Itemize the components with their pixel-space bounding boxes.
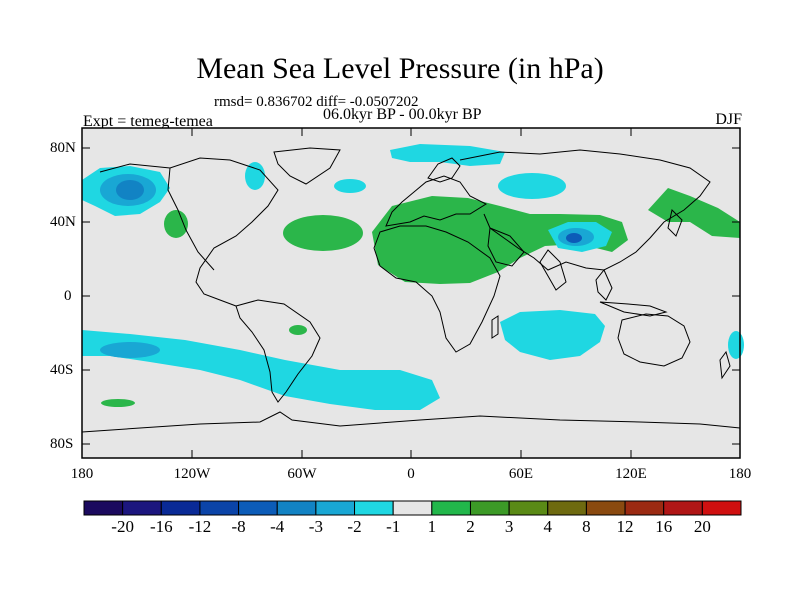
coast-south-america: [235, 299, 321, 403]
colorbar-swatch: [199, 500, 240, 516]
positive-anomaly-regions: [101, 188, 740, 407]
region-africa-asia: [372, 196, 628, 284]
x-label-120e: 120E: [615, 466, 647, 482]
colorbar-swatch: [83, 500, 124, 516]
colorbar-label: -3: [308, 517, 323, 536]
colorbar-swatch: [585, 500, 626, 516]
coast-india: [539, 249, 567, 291]
coast-north-america-west: [167, 167, 215, 271]
y-ticks: [82, 147, 740, 445]
region-tibet-core: [566, 233, 582, 243]
map-title: Mean Sea Level Pressure (in hPa): [196, 52, 604, 85]
colorbar-swatch: [238, 500, 278, 516]
colorbar-label: 8: [582, 517, 591, 536]
colorbar-swatch: [624, 500, 665, 516]
coast-north-america: [99, 157, 279, 307]
colorbar-label: -2: [347, 517, 362, 536]
colorbar-swatch: [431, 500, 471, 516]
colorbar-swatch: [469, 500, 510, 516]
colorbar-swatch: [315, 500, 356, 516]
coast-southeast-asia: [595, 269, 613, 301]
region-indian-ocean: [500, 310, 605, 360]
y-label-80s: 80S: [50, 436, 74, 452]
x-label-60w: 60W: [287, 466, 317, 482]
colorbar-swatch: [508, 500, 549, 516]
x-ticks: [81, 128, 741, 458]
region-north-atlantic: [283, 215, 363, 251]
coast-europe: [385, 175, 488, 227]
coast-madagascar: [491, 315, 499, 339]
coastlines: [81, 147, 741, 433]
region-arctic: [390, 144, 505, 166]
x-label-180w: 180: [70, 466, 94, 482]
colorbar-label: 1: [427, 517, 437, 536]
coast-indonesia: [599, 301, 668, 317]
x-label-120w: 120W: [173, 466, 211, 482]
colorbar-label: 16: [655, 517, 673, 536]
region-eurasia-north: [498, 173, 566, 199]
y-label-0: 0: [64, 288, 72, 304]
season-label: DJF: [715, 111, 742, 128]
colorbar-label: -16: [149, 517, 173, 536]
colorbar-label: 4: [543, 517, 553, 536]
y-label-40n: 40N: [50, 214, 76, 230]
colorbar-label: -12: [188, 517, 212, 536]
coast-africa: [373, 225, 501, 353]
x-label-180e: 180: [728, 466, 752, 482]
colorbar-swatch: [122, 500, 162, 516]
region-greenland-coast: [245, 162, 265, 190]
colorbar-swatch: [276, 500, 317, 516]
colorbar-label: 20: [693, 517, 711, 536]
colorbar-label: 12: [616, 517, 634, 536]
colorbar-swatch: [354, 500, 394, 516]
colorbar-label: 2: [466, 517, 475, 536]
region-southern-ocean-core: [100, 342, 160, 358]
colorbar-label: -1: [386, 517, 401, 536]
coast-new-zealand: [719, 350, 731, 380]
colorbar-swatch: [701, 500, 742, 516]
region-north-pacific-core: [116, 180, 144, 200]
region-south-pacific: [101, 399, 135, 407]
colorbar-swatch: [160, 500, 201, 516]
colorbar-label: -20: [111, 517, 134, 536]
coast-greenland: [273, 147, 341, 185]
region-southern-ocean: [82, 330, 440, 410]
coast-antarctica: [81, 411, 741, 433]
coast-asia: [459, 149, 711, 271]
colorbar-label: 3: [504, 517, 514, 536]
x-label-0: 0: [407, 466, 415, 482]
colorbar-label: -8: [231, 517, 246, 536]
region-north-america-west: [164, 210, 188, 238]
colorbar-swatch: [392, 500, 433, 516]
y-label-80n: 80N: [50, 140, 76, 156]
coast-australia: [617, 313, 691, 367]
experiment-label: Expt = temeg-temea: [83, 113, 213, 130]
stats-text: rmsd= 0.836702 diff= -0.0507202: [214, 94, 419, 110]
region-north-atlantic-east: [334, 179, 366, 193]
region-pacific-northwest: [648, 188, 740, 238]
y-label-40s: 40S: [50, 362, 74, 378]
x-label-60e: 60E: [508, 466, 534, 482]
colorbar-swatch: [547, 500, 587, 516]
coast-japan: [667, 209, 683, 237]
region-south-america: [289, 325, 307, 335]
colorbar-label: -4: [270, 517, 285, 536]
coast-arabia: [487, 227, 525, 267]
negative-anomaly-regions: [82, 144, 744, 410]
period-text: 06.0kyr BP - 00.0kyr BP: [323, 106, 482, 123]
colorbar-swatch: [663, 500, 703, 516]
coast-scandinavia: [427, 157, 461, 183]
